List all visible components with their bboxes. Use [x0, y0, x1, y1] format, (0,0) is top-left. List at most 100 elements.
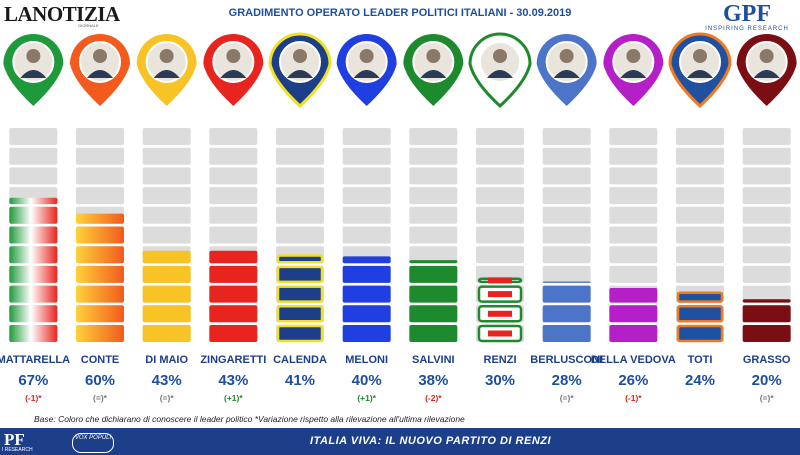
value-cell [209, 305, 258, 323]
value-label: 67% [18, 372, 48, 389]
empty-cell [276, 226, 324, 244]
la-notizia-logo: LANOTIZIA GIORNALE [4, 2, 120, 28]
empty-cell [476, 167, 524, 185]
value-cell [9, 265, 58, 283]
avatar-head [493, 49, 507, 63]
value-cell [9, 246, 58, 264]
avatar-body [420, 70, 447, 78]
value-cell [742, 325, 791, 342]
empty-cell [342, 187, 391, 205]
value-cell [542, 325, 591, 342]
value-cell [742, 299, 791, 303]
empty-cell [609, 147, 658, 165]
empty-cell [609, 265, 658, 283]
empty-cell [676, 128, 724, 145]
value-label: 41% [285, 372, 315, 389]
value-cell [142, 250, 191, 264]
empty-cell [609, 167, 658, 185]
avatar-body [20, 70, 47, 78]
avatar-body [753, 70, 780, 78]
value-cell [409, 260, 458, 264]
empty-cell [476, 128, 524, 145]
empty-cell [476, 226, 524, 244]
avatar-head [626, 49, 641, 63]
empty-cell [542, 226, 591, 244]
value-cell [76, 285, 124, 303]
category-label: CALENDA [273, 354, 327, 366]
pf-logo: PF [4, 430, 25, 449]
value-cell [142, 325, 191, 342]
value-cell [209, 325, 258, 342]
empty-cell [209, 128, 258, 145]
empty-cell [676, 265, 724, 283]
footnote: Base: Coloro che dichiarano di conoscere… [34, 414, 465, 424]
empty-cell [76, 167, 124, 185]
avatar-body [353, 70, 380, 78]
value-label: 60% [85, 372, 115, 389]
empty-cell [676, 147, 724, 165]
value-cell [142, 265, 191, 283]
value-cell [142, 305, 191, 323]
empty-cell [676, 206, 724, 224]
value-cell [209, 285, 258, 303]
empty-cell [676, 187, 724, 205]
empty-cell [409, 226, 458, 244]
value-cell [342, 285, 391, 303]
value-label: 40% [352, 372, 382, 389]
empty-cell [209, 187, 258, 205]
la-notizia-brand: LANOTIZIA [4, 2, 120, 26]
value-cell-mark [488, 277, 512, 284]
variation-label: (=)* [93, 393, 108, 403]
empty-cell [676, 167, 724, 185]
banner-headline: ITALIA VIVA: IL NUOVO PARTITO DI RENZI [310, 435, 552, 447]
avatar-head [426, 49, 441, 63]
value-cell [9, 325, 58, 342]
value-cell [76, 213, 124, 224]
value-cell [409, 285, 458, 303]
value-label: 30% [485, 372, 515, 389]
avatar-head [26, 49, 41, 63]
empty-cell [9, 128, 58, 145]
empty-cell [342, 128, 391, 145]
value-cell [609, 305, 658, 323]
avatar-body [487, 70, 513, 78]
avatar-body [153, 70, 180, 78]
value-label: 26% [618, 372, 648, 389]
empty-cell [742, 206, 791, 224]
empty-cell [9, 167, 58, 185]
empty-cell [476, 246, 524, 264]
empty-cell [542, 246, 591, 264]
pf-logo-sub: I RESEARCH [2, 447, 33, 453]
empty-cell [409, 147, 458, 165]
variation-label: (-1)* [25, 393, 42, 403]
category-label: MATTARELLA [0, 354, 70, 366]
avatar-head [359, 49, 374, 63]
empty-cell [342, 226, 391, 244]
value-label: 20% [752, 372, 782, 389]
empty-cell [142, 226, 191, 244]
empty-cell [209, 226, 258, 244]
category-label: ZINGARETTI [200, 354, 266, 366]
empty-cell [142, 206, 191, 224]
gpf-logo-sub: INSPIRING RESEARCH [705, 26, 789, 32]
value-cell [76, 305, 124, 323]
empty-cell [742, 128, 791, 145]
empty-cell [276, 147, 324, 165]
avatar-head [759, 49, 774, 63]
empty-cell [409, 187, 458, 205]
empty-cell [609, 226, 658, 244]
empty-cell [142, 167, 191, 185]
empty-cell [742, 187, 791, 205]
value-cell-mark [488, 310, 512, 317]
empty-cell [609, 206, 658, 224]
empty-cell [409, 128, 458, 145]
value-cell [542, 281, 591, 283]
value-cell [676, 291, 724, 303]
empty-cell [209, 147, 258, 165]
value-label: 43% [152, 372, 182, 389]
empty-cell [209, 206, 258, 224]
value-cell [342, 305, 391, 323]
empty-cell [742, 226, 791, 244]
avatar-head [693, 49, 707, 63]
variation-label: (-1)* [625, 393, 642, 403]
